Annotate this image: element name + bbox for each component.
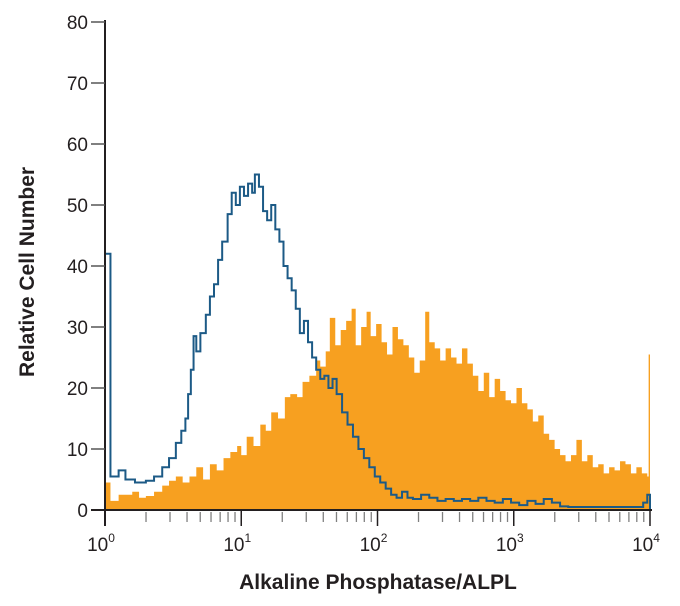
y-tick-label: 10	[67, 440, 88, 461]
y-axis: 0 10 20 30 40 50 60 70 80	[67, 13, 106, 526]
y-tick-label: 40	[67, 257, 88, 278]
y-tick-label: 0	[77, 501, 88, 522]
y-tick-label: 70	[67, 74, 88, 95]
y-tick-label: 20	[67, 379, 88, 400]
plot-area	[104, 173, 651, 510]
x-axis-title: Alkaline Phosphatase/ALPL	[239, 571, 517, 594]
x-tick-label: 101	[223, 531, 251, 556]
x-tick-label: 103	[496, 531, 524, 556]
x-axis: 100 101 102 103 104	[87, 509, 660, 556]
outline-histogram-series	[104, 173, 651, 510]
y-tick-label: 50	[67, 196, 88, 217]
filled-histogram-series	[105, 308, 650, 510]
y-axis-title: Relative Cell Number	[16, 167, 39, 377]
x-tick-label: 100	[87, 531, 115, 556]
y-tick-label: 60	[67, 135, 88, 156]
x-tick-label: 102	[360, 531, 388, 556]
x-tick-label: 104	[632, 531, 660, 556]
y-tick-label: 30	[67, 318, 88, 339]
y-tick-label: 80	[67, 13, 88, 34]
